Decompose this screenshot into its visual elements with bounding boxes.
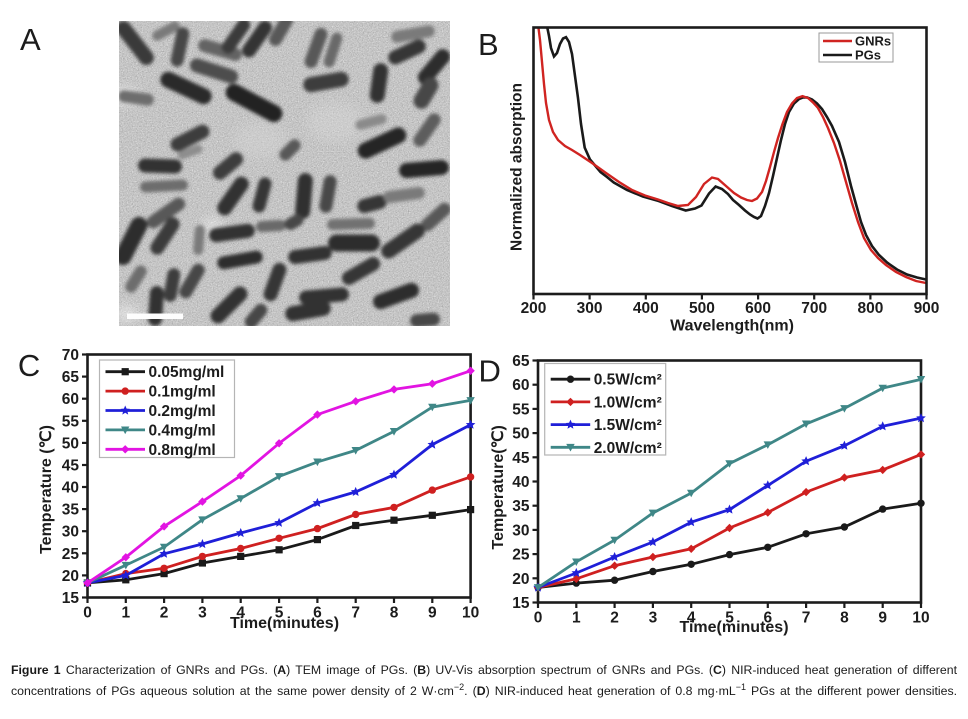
svg-text:PGs: PGs	[855, 48, 881, 63]
svg-text:1: 1	[121, 605, 130, 622]
svg-text:5: 5	[275, 605, 284, 622]
svg-text:65: 65	[62, 369, 80, 386]
svg-text:9: 9	[428, 605, 437, 622]
svg-text:9: 9	[878, 610, 887, 627]
svg-text:15: 15	[62, 590, 80, 607]
svg-text:0.4mg/ml: 0.4mg/ml	[149, 422, 216, 439]
svg-text:20: 20	[62, 568, 79, 585]
svg-text:6: 6	[313, 605, 322, 622]
svg-text:1.0W/cm²: 1.0W/cm²	[594, 394, 662, 411]
svg-text:5: 5	[725, 610, 734, 627]
svg-text:Time(minutes): Time(minutes)	[230, 615, 339, 632]
svg-text:GNRs: GNRs	[855, 34, 891, 49]
svg-text:35: 35	[512, 498, 530, 515]
svg-text:50: 50	[512, 426, 529, 443]
svg-text:55: 55	[512, 401, 530, 418]
svg-text:10: 10	[912, 610, 929, 627]
svg-text:2.0W/cm²: 2.0W/cm²	[594, 440, 662, 457]
svg-text:A: A	[20, 22, 41, 57]
svg-text:900: 900	[914, 300, 940, 317]
svg-text:60: 60	[62, 391, 79, 408]
svg-text:3: 3	[649, 610, 658, 627]
svg-text:10: 10	[462, 605, 479, 622]
svg-text:400: 400	[633, 300, 659, 317]
svg-text:Temperature (℃): Temperature (℃)	[38, 425, 55, 554]
svg-text:8: 8	[840, 610, 849, 627]
svg-text:Temperature(℃): Temperature(℃)	[490, 425, 507, 549]
svg-text:0.5W/cm²: 0.5W/cm²	[594, 372, 662, 389]
svg-text:0: 0	[83, 605, 92, 622]
svg-text:7: 7	[802, 610, 811, 627]
svg-text:500: 500	[689, 300, 715, 317]
svg-text:800: 800	[857, 300, 883, 317]
svg-text:30: 30	[62, 524, 79, 541]
svg-text:1.5W/cm²: 1.5W/cm²	[594, 417, 662, 434]
svg-text:60: 60	[512, 377, 529, 394]
svg-text:20: 20	[512, 571, 529, 588]
svg-text:30: 30	[512, 522, 529, 539]
svg-text:6: 6	[763, 610, 772, 627]
svg-text:40: 40	[512, 474, 529, 491]
svg-text:40: 40	[62, 480, 79, 497]
svg-text:D: D	[479, 354, 501, 389]
svg-text:0.8mg/ml: 0.8mg/ml	[149, 442, 216, 459]
svg-text:45: 45	[512, 450, 530, 467]
svg-text:Normalized absorption: Normalized absorption	[509, 83, 526, 251]
svg-text:600: 600	[745, 300, 771, 317]
svg-text:C: C	[18, 348, 40, 383]
svg-text:25: 25	[512, 547, 530, 564]
svg-text:15: 15	[512, 595, 530, 612]
svg-text:70: 70	[62, 347, 79, 364]
svg-text:700: 700	[801, 300, 827, 317]
svg-text:25: 25	[62, 546, 80, 563]
svg-text:55: 55	[62, 413, 80, 430]
svg-text:4: 4	[687, 610, 696, 627]
svg-text:1: 1	[572, 610, 581, 627]
svg-text:2: 2	[160, 605, 169, 622]
svg-text:Time(minutes): Time(minutes)	[679, 619, 788, 636]
svg-text:35: 35	[62, 502, 80, 519]
svg-text:Wavelength(nm): Wavelength(nm)	[670, 318, 794, 335]
svg-text:0.05mg/ml: 0.05mg/ml	[149, 364, 225, 381]
svg-text:B: B	[478, 27, 499, 62]
svg-text:3: 3	[198, 605, 207, 622]
svg-text:4: 4	[236, 605, 245, 622]
svg-text:0.2mg/ml: 0.2mg/ml	[149, 403, 216, 420]
svg-text:45: 45	[62, 458, 80, 475]
svg-text:65: 65	[512, 353, 530, 370]
svg-text:0.1mg/ml: 0.1mg/ml	[149, 384, 216, 401]
svg-text:200: 200	[521, 300, 547, 317]
svg-text:0: 0	[534, 610, 543, 627]
svg-text:300: 300	[577, 300, 603, 317]
svg-text:8: 8	[390, 605, 399, 622]
svg-text:7: 7	[351, 605, 360, 622]
svg-text:2: 2	[610, 610, 619, 627]
svg-text:50: 50	[62, 435, 79, 452]
